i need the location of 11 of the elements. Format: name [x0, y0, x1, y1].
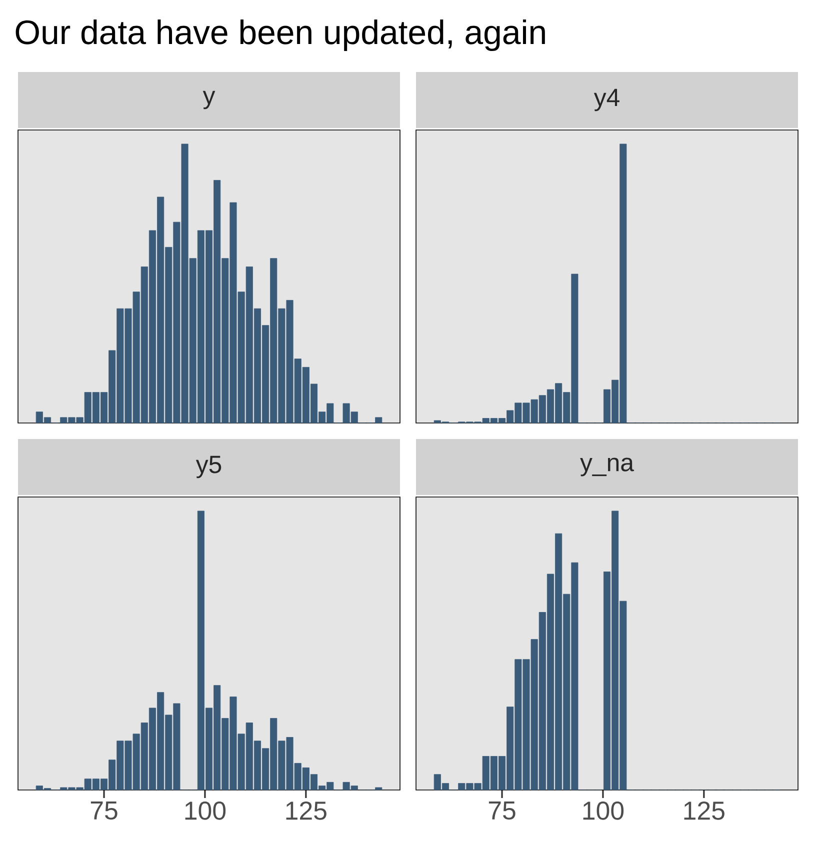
chart-subtitle: y4	[594, 88, 620, 112]
chart-subtitle: y	[202, 90, 216, 110]
x-tick-label: 100	[583, 802, 624, 820]
chart-subtitle: y_na	[580, 458, 634, 476]
x-tick-label: 100	[185, 802, 226, 820]
chart-title: Our data have been updated, again	[16, 19, 545, 52]
chart-subtitle: y5	[196, 456, 222, 478]
x-tick-label: 75	[488, 802, 516, 820]
x-tick-label: 125	[286, 802, 326, 820]
x-tick-label: 75	[90, 802, 118, 820]
x-tick-label: 125	[684, 802, 724, 820]
